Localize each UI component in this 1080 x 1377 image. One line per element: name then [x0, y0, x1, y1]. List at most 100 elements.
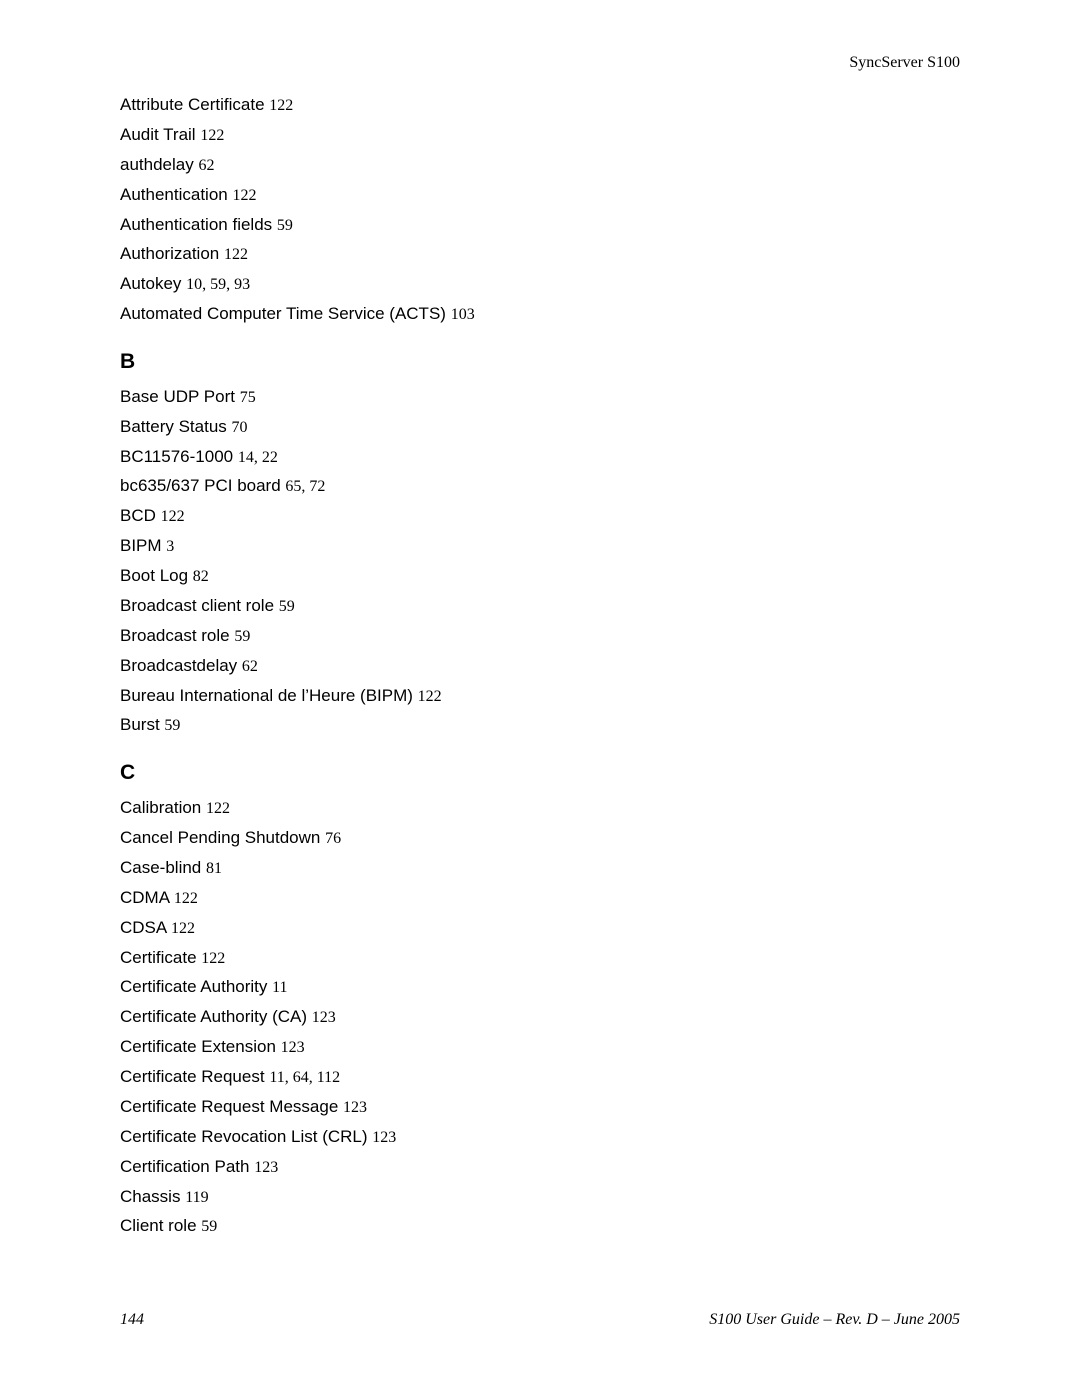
index-term: Authentication — [120, 185, 228, 204]
index-entry: Burst 59 — [120, 716, 960, 735]
index-refs: 123 — [281, 1039, 305, 1056]
section-heading-b: B — [120, 350, 960, 374]
index-term: Cancel Pending Shutdown — [120, 828, 320, 847]
index-refs: 59 — [201, 1218, 217, 1235]
index-refs: 122 — [269, 97, 293, 114]
footer: 144 S100 User Guide – Rev. D – June 2005 — [120, 1311, 960, 1329]
index-entry: Broadcast client role 59 — [120, 597, 960, 616]
index-entry: CDMA 122 — [120, 889, 960, 908]
index-entry: BIPM 3 — [120, 537, 960, 556]
index-term: CDMA — [120, 888, 169, 907]
index-term: BCD — [120, 506, 156, 525]
index-entry: Broadcast role 59 — [120, 627, 960, 646]
index-refs: 123 — [254, 1159, 278, 1176]
index-term: Attribute Certificate — [120, 95, 265, 114]
index-refs: 122 — [224, 246, 248, 263]
index-entry: BCD 122 — [120, 507, 960, 526]
index-entry: Certificate Authority 11 — [120, 978, 960, 997]
index-refs: 59 — [277, 217, 293, 234]
index-refs: 11, 64, 112 — [269, 1069, 340, 1086]
footer-title: S100 User Guide – Rev. D – June 2005 — [709, 1311, 960, 1329]
index-term: authdelay — [120, 155, 194, 174]
index-term: Boot Log — [120, 566, 188, 585]
index-entry: Certificate Revocation List (CRL) 123 — [120, 1128, 960, 1147]
index-refs: 59 — [234, 628, 250, 645]
index-term: Case-blind — [120, 858, 201, 877]
index-entry: Certificate Request 11, 64, 112 — [120, 1068, 960, 1087]
index-refs: 62 — [242, 658, 258, 675]
index-refs: 82 — [193, 568, 209, 585]
index-refs: 119 — [185, 1189, 208, 1206]
index-entry: Authentication 122 — [120, 186, 960, 205]
index-refs: 123 — [312, 1009, 336, 1026]
index-term: BIPM — [120, 536, 162, 555]
index-entry: Battery Status 70 — [120, 418, 960, 437]
index-refs: 122 — [171, 920, 195, 937]
index-entry: Cancel Pending Shutdown 76 — [120, 829, 960, 848]
index-refs: 10, 59, 93 — [186, 276, 250, 293]
index-refs: 122 — [418, 688, 442, 705]
index-refs: 76 — [325, 830, 341, 847]
index-entry: Chassis 119 — [120, 1188, 960, 1207]
index-term: Broadcast role — [120, 626, 230, 645]
index-entry: Attribute Certificate 122 — [120, 96, 960, 115]
index-term: Certification Path — [120, 1157, 249, 1176]
index-entry: Certificate 122 — [120, 949, 960, 968]
index-refs: 122 — [161, 508, 185, 525]
index-refs: 122 — [174, 890, 198, 907]
index-refs: 59 — [164, 717, 180, 734]
index-refs: 75 — [240, 389, 256, 406]
index-entry: Audit Trail 122 — [120, 126, 960, 145]
index-term: CDSA — [120, 918, 166, 937]
index-entry: bc635/637 PCI board 65, 72 — [120, 477, 960, 496]
page-number: 144 — [120, 1311, 144, 1329]
index-term: Certificate Request Message — [120, 1097, 338, 1116]
index-term: Authentication fields — [120, 215, 272, 234]
index-term: Base UDP Port — [120, 387, 235, 406]
index-refs: 3 — [166, 538, 174, 555]
index-term: Bureau International de l’Heure (BIPM) — [120, 686, 413, 705]
index-content: Attribute Certificate 122 Audit Trail 12… — [120, 96, 960, 1236]
index-entry: Base UDP Port 75 — [120, 388, 960, 407]
index-entry: Case-blind 81 — [120, 859, 960, 878]
index-term: Calibration — [120, 798, 201, 817]
page: SyncServer S100 Attribute Certificate 12… — [0, 0, 1080, 1377]
index-refs: 122 — [232, 187, 256, 204]
index-term: Broadcast client role — [120, 596, 274, 615]
index-term: bc635/637 PCI board — [120, 476, 281, 495]
index-entry: authdelay 62 — [120, 156, 960, 175]
index-term: Authorization — [120, 244, 219, 263]
index-entry: Certificate Extension 123 — [120, 1038, 960, 1057]
index-term: Certificate Authority (CA) — [120, 1007, 307, 1026]
index-refs: 65, 72 — [285, 478, 325, 495]
index-refs: 62 — [198, 157, 214, 174]
index-entry: Broadcastdelay 62 — [120, 657, 960, 676]
index-refs: 11 — [272, 979, 287, 996]
index-refs: 122 — [200, 127, 224, 144]
index-term: Broadcastdelay — [120, 656, 237, 675]
header-product: SyncServer S100 — [849, 54, 960, 72]
index-term: Certificate — [120, 948, 197, 967]
index-term: Client role — [120, 1216, 197, 1235]
index-refs: 103 — [451, 306, 475, 323]
index-entry: Calibration 122 — [120, 799, 960, 818]
index-refs: 59 — [279, 598, 295, 615]
index-term: BC11576-1000 — [120, 447, 233, 466]
index-entry: Boot Log 82 — [120, 567, 960, 586]
index-refs: 122 — [201, 950, 225, 967]
index-entry: Automated Computer Time Service (ACTS) 1… — [120, 305, 960, 324]
index-term: Battery Status — [120, 417, 227, 436]
index-entry: Authentication fields 59 — [120, 216, 960, 235]
index-entry: Bureau International de l’Heure (BIPM) 1… — [120, 687, 960, 706]
index-entry: Certification Path 123 — [120, 1158, 960, 1177]
index-entry: Authorization 122 — [120, 245, 960, 264]
index-term: Certificate Extension — [120, 1037, 276, 1056]
index-entry: Certificate Request Message 123 — [120, 1098, 960, 1117]
index-refs: 70 — [232, 419, 248, 436]
index-term: Certificate Request — [120, 1067, 265, 1086]
index-term: Burst — [120, 715, 160, 734]
index-refs: 14, 22 — [238, 449, 278, 466]
index-term: Chassis — [120, 1187, 180, 1206]
index-term: Certificate Authority — [120, 977, 267, 996]
index-refs: 123 — [343, 1099, 367, 1116]
